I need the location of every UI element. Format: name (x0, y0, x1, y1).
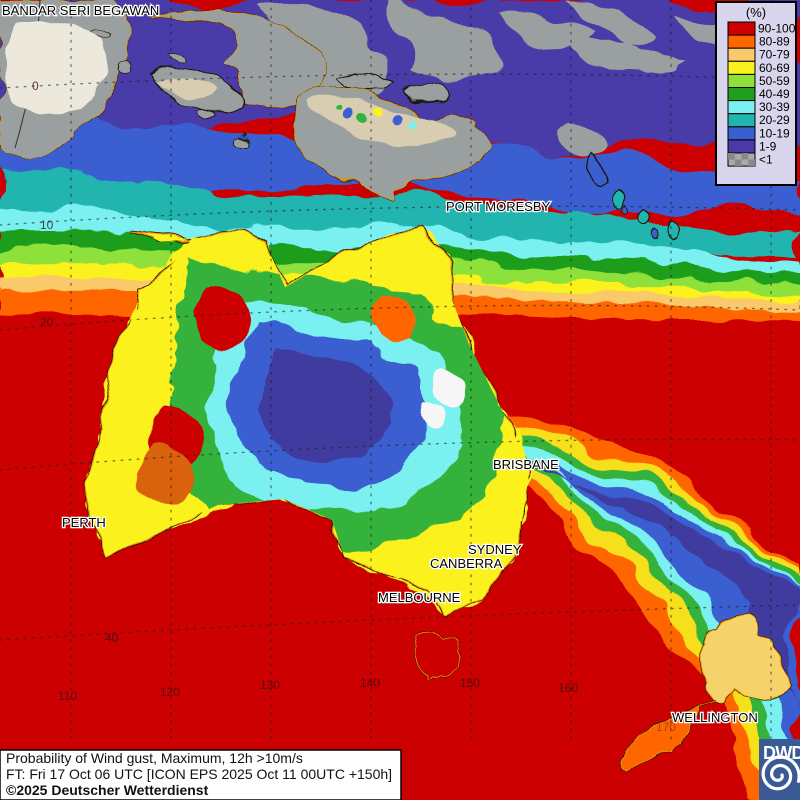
svg-text:90-100: 90-100 (758, 22, 796, 36)
svg-text:20: 20 (40, 315, 54, 329)
svg-text:160: 160 (558, 681, 578, 695)
svg-text:120: 120 (160, 685, 180, 699)
svg-text:140: 140 (360, 676, 380, 690)
svg-text:BANDAR SERI BEGAWAN: BANDAR SERI BEGAWAN (2, 3, 159, 18)
svg-text:110: 110 (58, 689, 77, 703)
svg-text:BRISBANE: BRISBANE (493, 457, 559, 472)
svg-text:70-79: 70-79 (759, 48, 790, 62)
svg-text:40: 40 (105, 631, 119, 645)
svg-text:©2025 Deutscher Wetterdienst: ©2025 Deutscher Wetterdienst (6, 782, 209, 798)
svg-text:MELBOURNE: MELBOURNE (378, 590, 461, 605)
svg-text:60-69: 60-69 (759, 61, 790, 75)
svg-text:PORT MORESBY: PORT MORESBY (446, 199, 551, 214)
svg-text:FT: Fri 17 Oct 06 UTC [ICON EP: FT: Fri 17 Oct 06 UTC [ICON EPS 2025 Oct… (6, 766, 392, 782)
svg-text:150: 150 (460, 676, 480, 690)
svg-text:Probability of Wind gust, Maxi: Probability of Wind gust, Maximum, 12h >… (6, 750, 303, 766)
svg-text:CANBERRA: CANBERRA (430, 556, 503, 571)
svg-text:80-89: 80-89 (759, 35, 790, 49)
svg-text:<1: <1 (759, 153, 773, 167)
svg-text:50-59: 50-59 (759, 74, 790, 88)
svg-text:SYDNEY: SYDNEY (468, 542, 522, 557)
svg-text:130: 130 (260, 678, 280, 692)
svg-text:1-9: 1-9 (759, 139, 777, 153)
svg-text:PERTH: PERTH (62, 515, 106, 530)
svg-text:10: 10 (40, 218, 54, 232)
svg-text:WELLINGTON: WELLINGTON (672, 710, 758, 725)
svg-text:(%): (%) (746, 5, 766, 20)
svg-text:30-39: 30-39 (759, 100, 790, 114)
svg-text:40-49: 40-49 (759, 87, 790, 101)
svg-text:10-19: 10-19 (759, 126, 790, 140)
svg-text:20-29: 20-29 (759, 113, 790, 127)
svg-text:0: 0 (32, 79, 39, 93)
